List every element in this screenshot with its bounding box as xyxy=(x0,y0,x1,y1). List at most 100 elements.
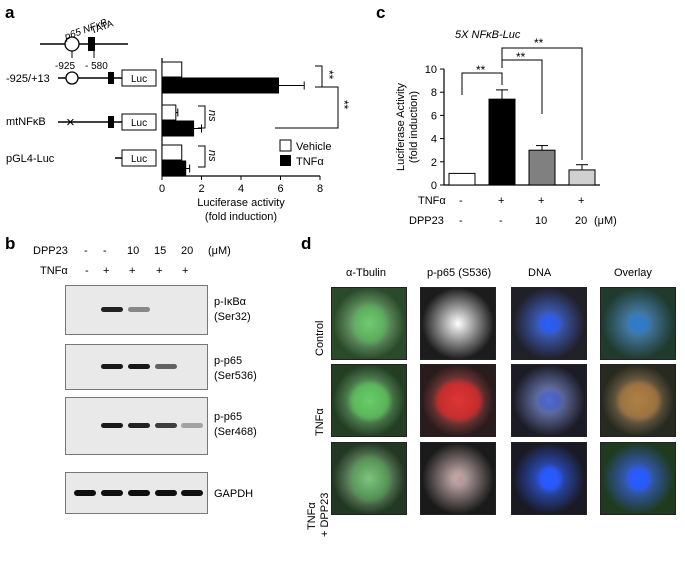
row-label: TNFα xyxy=(40,265,68,277)
pos-580-label: - 580 xyxy=(85,61,108,72)
cell-nucleus xyxy=(456,476,462,482)
western-band xyxy=(101,364,123,369)
legend-swatch-vehicle xyxy=(279,139,292,152)
row-value: + xyxy=(498,195,504,207)
construct-label: mtNFκB xyxy=(6,116,46,128)
bar xyxy=(161,77,280,94)
row-value: - xyxy=(459,195,463,207)
legend-swatch-tnfa xyxy=(280,155,291,166)
bar xyxy=(161,104,177,121)
sig-label: ** xyxy=(516,50,526,64)
western-band xyxy=(181,423,203,428)
significance-brackets-a: ** ** ns ns xyxy=(198,65,351,168)
bar xyxy=(161,144,183,161)
cell-nucleus xyxy=(353,304,387,344)
x-tick-label: 2 xyxy=(198,183,204,195)
sig-label: ** xyxy=(476,63,486,77)
luc-label: Luc xyxy=(131,74,147,85)
panel-letter-a: a xyxy=(5,3,15,22)
micrograph-labels: α-Tbulin p-p65 (S536) DNA Overlay Contro… xyxy=(306,267,652,537)
unit-label: (μM) xyxy=(594,215,617,227)
cell-nucleus xyxy=(628,467,650,491)
bar xyxy=(161,160,187,177)
legend-label: Vehicle xyxy=(296,141,331,153)
cell-nucleus xyxy=(350,382,390,420)
chart-c-title: 5X NFκB-Luc xyxy=(455,29,521,41)
y-tick-label: 6 xyxy=(431,110,437,122)
blot-p-p65-ser536 xyxy=(65,344,208,390)
y-axis-title: (fold induction) xyxy=(408,91,420,163)
row-value: - xyxy=(84,245,88,257)
sig-label: ** xyxy=(322,70,336,80)
blot-label: (Ser536) xyxy=(214,370,257,382)
panel-letter-d: d xyxy=(301,234,311,253)
micrograph-image xyxy=(511,442,587,515)
blot-label: p-p65 xyxy=(214,411,242,423)
row-label: + DPP23 xyxy=(319,493,331,537)
bar xyxy=(568,169,596,186)
y-tick-label: 8 xyxy=(431,87,437,99)
sig-label: ** xyxy=(534,36,544,50)
luc-box xyxy=(121,69,157,87)
column-label: Overlay xyxy=(614,267,652,279)
western-band xyxy=(155,423,177,428)
luciferase-chart-a: 0 2 4 6 8 Luciferase activity (fold induction) xyxy=(159,58,323,223)
western-band xyxy=(155,490,177,496)
promoter-schematic: p65 NFκB TATA -925 - 580 -925/+13 Luc mt… xyxy=(6,17,157,167)
bar xyxy=(161,61,183,78)
micrograph-image xyxy=(420,287,496,360)
western-band xyxy=(101,307,123,312)
row-value: - xyxy=(85,265,89,277)
legend-a: Vehicle TNFα xyxy=(279,139,331,168)
western-band xyxy=(128,423,150,428)
row-label: TNFα xyxy=(314,408,326,436)
cell-nucleus xyxy=(538,391,562,411)
column-label: DNA xyxy=(528,267,552,279)
row-value: + xyxy=(182,265,188,277)
western-band xyxy=(101,490,123,496)
x-tick-label: 8 xyxy=(317,183,323,195)
cell-nucleus xyxy=(539,467,561,491)
row-value: 10 xyxy=(535,215,547,227)
cell-nucleus xyxy=(628,315,650,333)
sig-label: ** xyxy=(337,100,351,110)
blot-labels: p-IκBα (Ser32) p-p65 (Ser536) p-p65 (Ser… xyxy=(214,296,257,500)
micrograph-image xyxy=(331,442,407,515)
x-tick-label: 4 xyxy=(238,183,244,195)
blot-label: GAPDH xyxy=(214,488,253,500)
luc-label: Luc xyxy=(131,118,147,129)
row-label: TNFα xyxy=(418,195,446,207)
y-tick-label: 2 xyxy=(431,157,437,169)
y-tick-label: 10 xyxy=(425,64,437,76)
bar xyxy=(448,172,476,186)
cell-nucleus xyxy=(539,315,561,333)
western-band xyxy=(128,490,150,496)
row-value: + xyxy=(156,265,162,277)
construct-label: pGL4-Luc xyxy=(6,153,55,165)
western-band xyxy=(128,364,150,369)
blot-gapdh xyxy=(65,472,208,514)
micrograph-image xyxy=(600,287,676,360)
x-axis-title: (fold induction) xyxy=(205,211,277,223)
unit-label: (μM) xyxy=(208,245,231,257)
blot-p-ikba xyxy=(65,285,208,335)
panel-letter-c: c xyxy=(376,3,385,22)
row-label: DPP23 xyxy=(33,245,68,257)
bar xyxy=(161,120,195,137)
micrograph-image xyxy=(511,364,587,437)
cell-nucleus xyxy=(350,456,390,502)
x-tick-label: 0 xyxy=(159,183,165,195)
row-value: 20 xyxy=(181,245,193,257)
western-band xyxy=(155,364,177,369)
micrograph-image xyxy=(511,287,587,360)
x-axis-title: Luciferase activity xyxy=(197,197,285,209)
column-label: α-Tbulin xyxy=(346,267,386,279)
blot-p-p65-ser468 xyxy=(65,397,208,455)
sig-label: ns xyxy=(206,110,218,122)
micrograph-image xyxy=(420,364,496,437)
micrograph-image xyxy=(331,364,407,437)
y-axis-title: Luciferase Activity xyxy=(395,82,407,171)
micrograph-image xyxy=(600,364,676,437)
row-value: 15 xyxy=(154,245,166,257)
western-band xyxy=(101,423,123,428)
